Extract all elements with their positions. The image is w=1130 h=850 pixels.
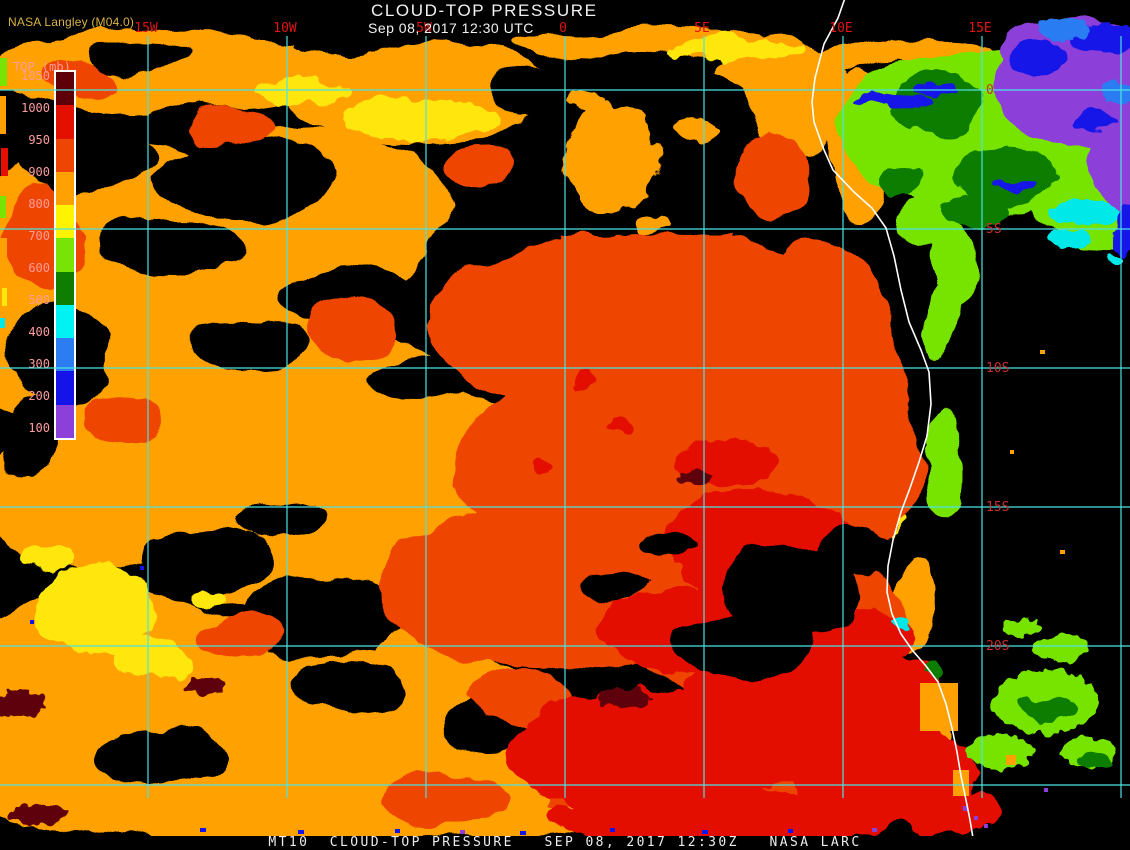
page-title: CLOUD-TOP PRESSURE — [371, 1, 598, 20]
cloud-islands-orange — [565, 91, 722, 231]
timestamp: Sep 08, 2017 12:30 UTC — [368, 20, 534, 36]
left-edge-noise — [0, 58, 8, 328]
status-bar: MT10 CLOUD-TOP PRESSURE SEP 08, 2017 12:… — [0, 836, 1130, 850]
footer-caption: MT10 CLOUD-TOP PRESSURE SEP 08, 2017 12:… — [268, 835, 862, 850]
cloud-layer-mid-blue — [1032, 17, 1130, 103]
cloud-layer-yellow — [26, 37, 906, 680]
blue-noise-specks — [30, 566, 793, 835]
source-label: NASA Langley (M04.0) — [8, 15, 135, 29]
